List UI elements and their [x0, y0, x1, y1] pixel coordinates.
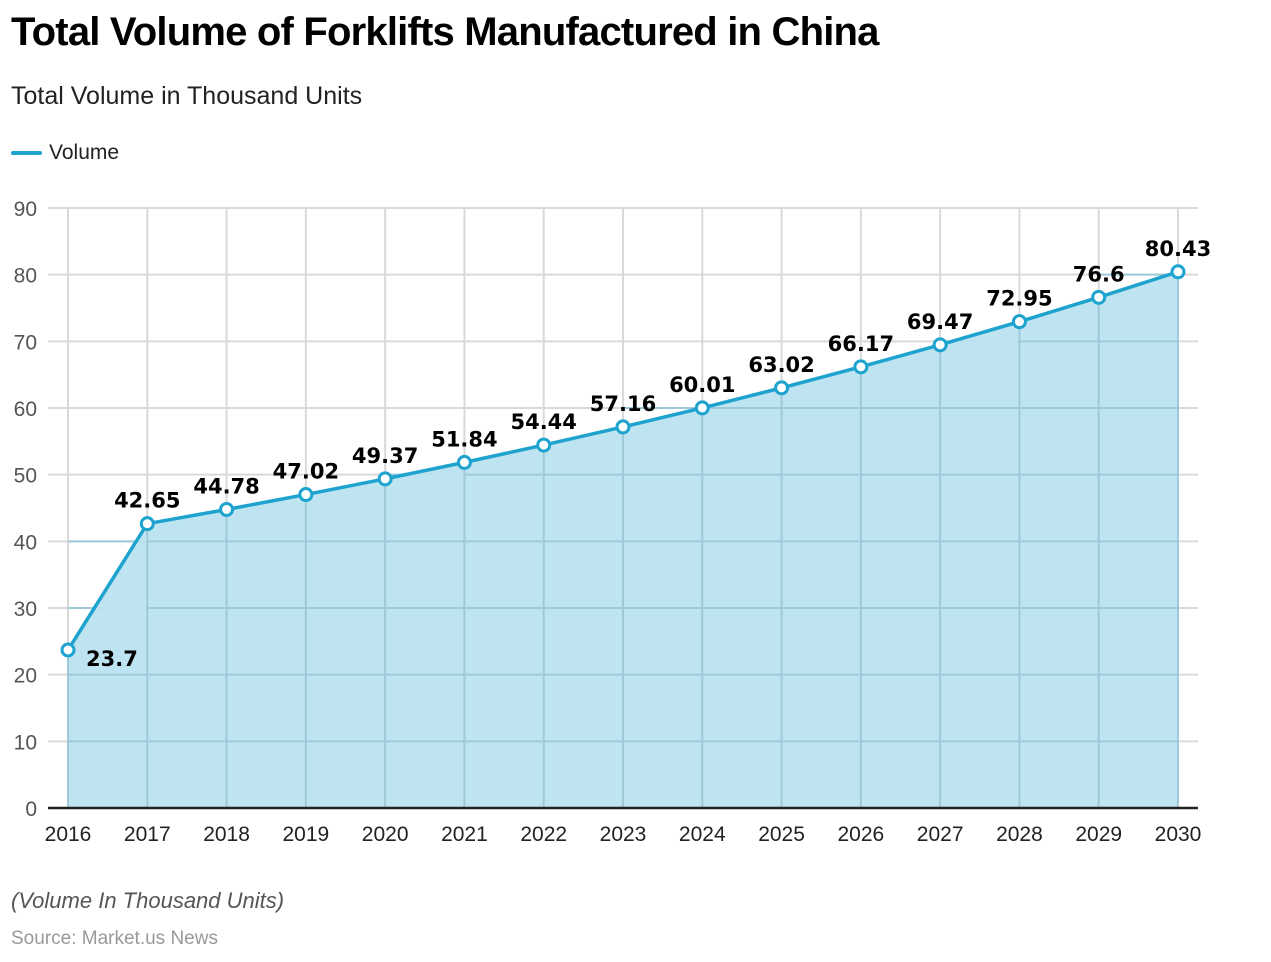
x-tick-label: 2023 — [600, 823, 647, 846]
x-tick-label: 2025 — [758, 823, 805, 846]
data-point-marker — [774, 380, 790, 396]
data-label: 76.6 — [1073, 262, 1125, 286]
data-label: 80.43 — [1145, 237, 1211, 261]
x-tick-label: 2016 — [45, 823, 92, 846]
data-point-marker — [456, 454, 472, 470]
y-tick-label: 60 — [14, 398, 37, 421]
x-tick-label: 2018 — [203, 823, 250, 846]
x-tick-label: 2024 — [679, 823, 726, 846]
y-tick-label: 50 — [14, 465, 37, 488]
y-tick-label: 70 — [14, 331, 37, 354]
data-label: 69.47 — [907, 310, 973, 334]
x-tick-label: 2017 — [124, 823, 171, 846]
data-point-marker — [853, 359, 869, 375]
data-point-marker — [615, 419, 631, 435]
y-tick-label: 20 — [14, 665, 37, 688]
x-tick-label: 2021 — [441, 823, 488, 846]
y-tick-label: 30 — [14, 598, 37, 621]
data-label: 23.7 — [86, 647, 138, 671]
data-point-marker — [1170, 264, 1186, 280]
y-tick-label: 0 — [25, 798, 37, 821]
legend: Volume — [11, 141, 119, 165]
data-label: 60.01 — [669, 373, 735, 397]
chart-subtitle: Total Volume in Thousand Units — [11, 82, 363, 110]
chart-title: Total Volume of Forklifts Manufactured i… — [11, 10, 879, 54]
data-point-marker — [298, 487, 314, 503]
y-tick-label: 10 — [14, 731, 37, 754]
x-tick-label: 2027 — [917, 823, 964, 846]
chart-source: Source: Market.us News — [11, 928, 218, 949]
data-label: 49.37 — [352, 444, 418, 468]
x-tick-label: 2026 — [837, 823, 884, 846]
data-point-marker — [219, 501, 235, 517]
data-label: 42.65 — [114, 489, 180, 513]
data-point-marker — [1091, 289, 1107, 305]
x-tick-label: 2020 — [362, 823, 409, 846]
data-label: 63.02 — [748, 353, 814, 377]
data-label: 57.16 — [590, 392, 656, 416]
y-tick-label: 90 — [14, 198, 37, 221]
data-point-marker — [139, 516, 155, 532]
x-tick-label: 2022 — [520, 823, 567, 846]
legend-label-volume: Volume — [49, 141, 120, 164]
chart-footnote: (Volume In Thousand Units) — [11, 888, 285, 913]
data-label: 72.95 — [986, 287, 1052, 311]
data-point-marker — [932, 337, 948, 353]
y-tick-label: 80 — [14, 265, 37, 288]
data-point-marker — [536, 437, 552, 453]
data-label: 47.02 — [273, 460, 339, 484]
x-tick-label: 2028 — [996, 823, 1043, 846]
data-point-marker — [377, 471, 393, 487]
x-tick-label: 2029 — [1075, 823, 1122, 846]
data-point-marker — [60, 642, 76, 658]
data-point-marker — [1011, 314, 1027, 330]
legend-swatch-volume — [11, 151, 42, 155]
y-tick-label: 40 — [14, 531, 37, 554]
data-label: 51.84 — [431, 427, 497, 451]
data-label: 54.44 — [510, 410, 576, 434]
data-label: 44.78 — [193, 474, 259, 498]
x-tick-label: 2019 — [282, 823, 329, 846]
x-tick-label: 2030 — [1155, 823, 1202, 846]
data-point-marker — [694, 400, 710, 416]
data-label: 66.17 — [828, 332, 894, 356]
